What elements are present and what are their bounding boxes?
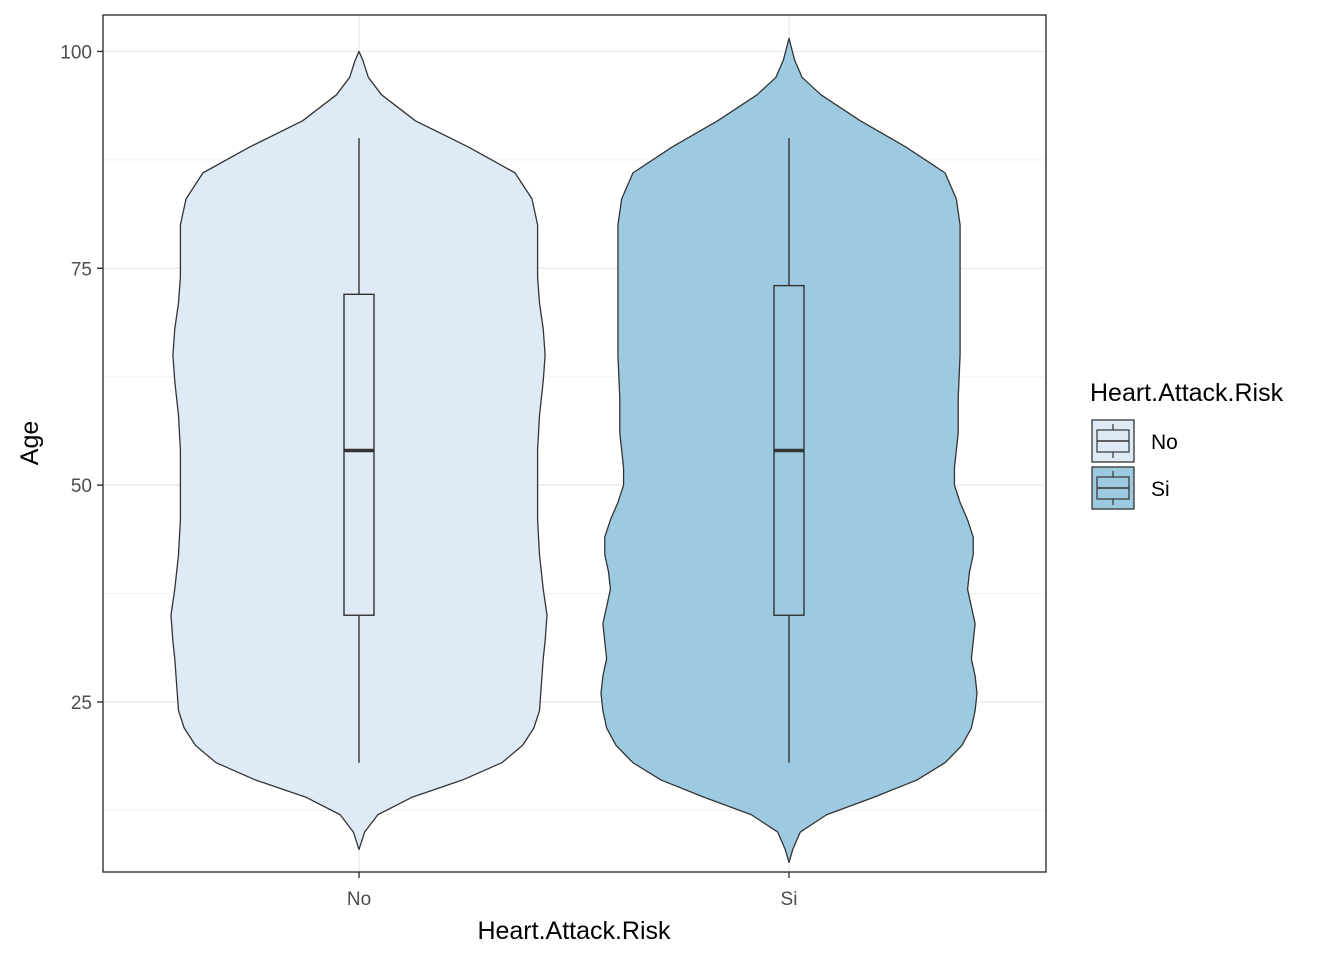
- y-axis: 25 50 75 100: [60, 42, 103, 714]
- legend-label-si: Si: [1151, 478, 1170, 501]
- boxplot-no: [343, 138, 375, 763]
- legend: Heart.Attack.Risk No Si: [1090, 379, 1284, 510]
- y-axis-title: Age: [16, 421, 44, 465]
- y-tick-label: 50: [71, 476, 92, 497]
- panel-border: [102, 14, 1047, 873]
- boxplot-layer: [343, 138, 805, 763]
- panel-frame: [102, 14, 1047, 873]
- boxplot-si: [773, 138, 805, 763]
- legend-key-no: [1091, 419, 1135, 463]
- x-tick-label: Si: [781, 889, 798, 910]
- x-axis-title: Heart.Attack.Risk: [477, 917, 671, 945]
- y-tick-label: 100: [60, 42, 92, 63]
- box: [343, 293, 375, 616]
- x-tick-label: No: [347, 889, 371, 910]
- legend-key-si: [1091, 466, 1135, 510]
- y-tick-label: 75: [71, 259, 92, 280]
- legend-title: Heart.Attack.Risk: [1090, 379, 1284, 407]
- legend-label-no: No: [1151, 431, 1178, 454]
- x-axis: No Si: [347, 872, 798, 910]
- y-tick-label: 25: [71, 693, 92, 714]
